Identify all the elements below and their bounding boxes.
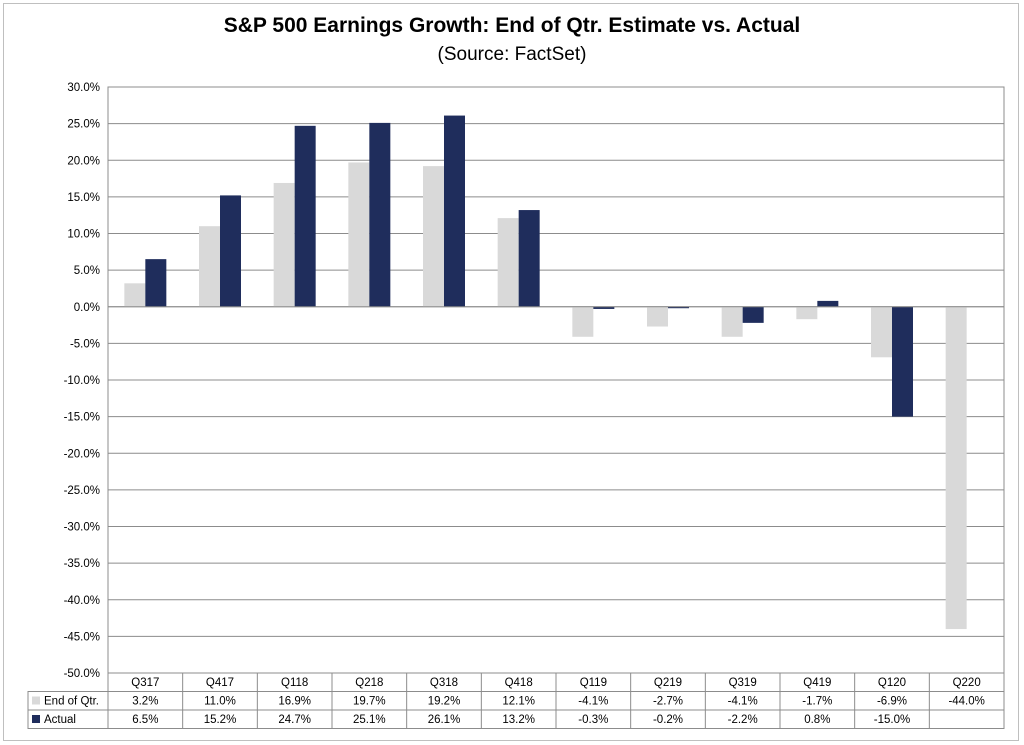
actual-bar xyxy=(817,301,838,307)
y-tick-label: 5.0% xyxy=(74,265,100,277)
data-table-cell: -4.1% xyxy=(578,696,608,708)
actual-bar xyxy=(369,123,390,307)
y-tick-label: 25.0% xyxy=(67,119,100,131)
actual-bar xyxy=(519,210,540,307)
estimate-bar xyxy=(348,162,369,306)
data-table-cell: 25.1% xyxy=(353,714,386,726)
estimate-bar xyxy=(871,307,892,358)
data-table-cell: 26.1% xyxy=(428,714,461,726)
estimate-bar xyxy=(498,218,519,307)
y-tick-label: -35.0% xyxy=(64,558,100,570)
category-label: Q317 xyxy=(131,677,159,689)
y-tick-label: -45.0% xyxy=(64,631,100,643)
estimate-bar xyxy=(722,307,743,337)
category-label: Q120 xyxy=(878,677,906,689)
actual-bar xyxy=(892,307,913,417)
actual-bar xyxy=(444,116,465,307)
data-table-cell: 11.0% xyxy=(204,696,236,708)
category-label: Q220 xyxy=(953,677,981,689)
estimate-bar xyxy=(199,226,220,307)
y-tick-label: -5.0% xyxy=(70,338,100,350)
data-table-cell: 0.8% xyxy=(804,714,830,726)
data-table-cell: 12.1% xyxy=(502,696,535,708)
y-tick-label: -25.0% xyxy=(64,485,100,497)
category-label: Q219 xyxy=(654,677,682,689)
data-table-cell: 15.2% xyxy=(204,714,237,726)
data-table-cell: -4.1% xyxy=(728,696,758,708)
legend-key-estimate xyxy=(32,697,40,705)
estimate-bar xyxy=(647,307,668,327)
y-tick-label: -10.0% xyxy=(64,375,100,387)
y-tick-label: 30.0% xyxy=(67,82,100,94)
data-table-cell: -1.7% xyxy=(802,696,832,708)
data-table-cell: 19.7% xyxy=(353,696,386,708)
actual-bar xyxy=(220,195,241,306)
estimate-bar xyxy=(946,307,967,629)
data-table-cell: -0.3% xyxy=(578,714,608,726)
data-table-cell: 3.2% xyxy=(132,696,158,708)
category-label: Q319 xyxy=(729,677,757,689)
category-label: Q318 xyxy=(430,677,458,689)
legend-label-actual: Actual xyxy=(44,714,76,726)
bar-chart: 30.0% 25.0% 20.0% 15.0% 10.0% 5.0% 0.0% -5.0% -1… xyxy=(0,0,1024,745)
y-tick-label: -15.0% xyxy=(64,412,100,424)
y-tick-label: 15.0% xyxy=(67,192,100,204)
data-table-cell: -6.9% xyxy=(877,696,907,708)
actual-bar xyxy=(295,126,316,307)
y-tick-label: 10.0% xyxy=(67,229,100,241)
data-table-cell: 6.5% xyxy=(132,714,158,726)
y-tick-label: 0.0% xyxy=(74,302,100,314)
data-table-cell: 19.2% xyxy=(428,696,461,708)
y-tick-label: -40.0% xyxy=(64,595,100,607)
estimate-bar xyxy=(423,166,444,307)
estimate-bar xyxy=(124,283,145,306)
actual-bar xyxy=(145,259,166,307)
estimate-bar xyxy=(796,307,817,319)
data-table-cell: 13.2% xyxy=(502,714,535,726)
category-label: Q119 xyxy=(580,677,607,689)
data-table-cell: -2.7% xyxy=(653,696,683,708)
data-table-cell: -2.2% xyxy=(728,714,758,726)
estimate-bar xyxy=(572,307,593,337)
y-tick-label: -30.0% xyxy=(64,522,100,534)
y-tick-label: -20.0% xyxy=(64,448,100,460)
category-label: Q118 xyxy=(281,677,308,689)
data-table-cell: -44.0% xyxy=(948,696,984,708)
data-table-cell: 24.7% xyxy=(278,714,311,726)
category-label: Q417 xyxy=(206,677,234,689)
actual-bar xyxy=(743,307,764,323)
data-table-cell: -0.2% xyxy=(653,714,683,726)
y-tick-label: 20.0% xyxy=(67,155,100,167)
legend-label-estimate: End of Qtr. xyxy=(44,696,99,708)
y-tick-label: -50.0% xyxy=(64,668,100,680)
category-label: Q218 xyxy=(355,677,383,689)
legend-key-actual xyxy=(32,715,40,723)
data-table-cell: -15.0% xyxy=(874,714,910,726)
category-label: Q419 xyxy=(803,677,831,689)
estimate-bar xyxy=(274,183,295,307)
data-table-cell: 16.9% xyxy=(278,696,311,708)
category-label: Q418 xyxy=(505,677,533,689)
